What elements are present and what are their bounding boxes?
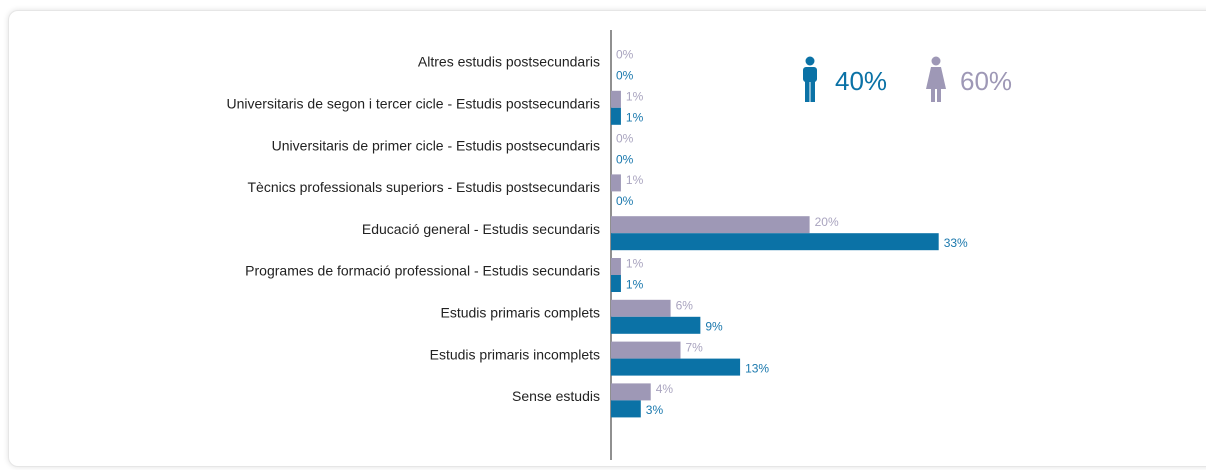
value-label: 1%	[626, 110, 644, 124]
bar	[611, 90, 621, 108]
value-label: 0%	[616, 131, 634, 145]
value-label: 3%	[646, 403, 664, 417]
category-label: Sense estudis	[512, 388, 600, 404]
value-label: 1%	[626, 278, 644, 292]
category-label: Programes de formació professional - Est…	[245, 263, 600, 279]
value-label: 1%	[626, 173, 644, 187]
value-label: 0%	[616, 194, 634, 208]
value-label: 33%	[944, 236, 968, 250]
bar	[611, 358, 741, 376]
bar	[611, 383, 651, 401]
bar	[611, 299, 671, 317]
category-label: Estudis primaris incomplets	[430, 346, 600, 362]
bar	[611, 341, 681, 359]
value-label: 9%	[705, 319, 723, 333]
bar	[611, 275, 621, 292]
category-label: Universitaris de segon i tercer cicle - …	[227, 96, 601, 112]
value-label: 0%	[616, 152, 634, 166]
category-label: Universitaris de primer cicle - Estudis …	[272, 137, 600, 153]
value-label: 0%	[616, 69, 634, 83]
category-label: Estudis primaris complets	[441, 305, 601, 321]
category-label: Altres estudis postsecundaris	[418, 54, 600, 70]
bar	[611, 316, 701, 334]
bar	[611, 107, 621, 125]
category-label: Tècnics professionals superiors - Estudi…	[248, 179, 601, 195]
value-label: 20%	[815, 215, 839, 229]
category-label: Educació general - Estudis secundaris	[362, 221, 600, 237]
bar	[611, 174, 621, 192]
man-icon	[803, 56, 817, 102]
value-label: 6%	[676, 298, 694, 312]
value-label: 1%	[626, 257, 644, 271]
value-label: 4%	[656, 382, 674, 396]
value-label: 0%	[616, 48, 634, 62]
card	[8, 10, 1206, 467]
men-total: 40%	[835, 66, 887, 96]
value-label: 7%	[686, 340, 704, 354]
value-label: 13%	[745, 361, 769, 375]
women-total: 60%	[960, 66, 1012, 96]
woman-icon	[926, 56, 946, 102]
bar	[611, 233, 939, 251]
bar	[611, 400, 641, 418]
bar	[611, 258, 621, 275]
value-label: 1%	[626, 89, 644, 103]
bar	[611, 216, 810, 234]
